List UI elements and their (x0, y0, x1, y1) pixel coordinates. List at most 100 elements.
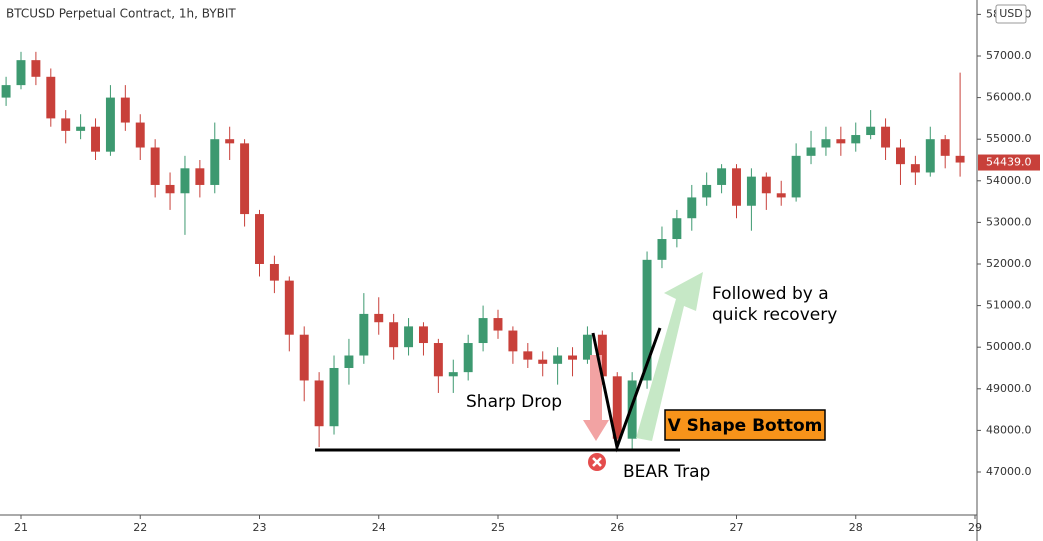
currency-box (995, 4, 1027, 24)
candle-body (329, 367, 339, 427)
x-tick-label: 24 (372, 521, 386, 534)
candle-body (687, 197, 697, 219)
candle-body (31, 60, 41, 77)
candle-body (255, 214, 264, 264)
candle-body (493, 318, 503, 331)
candle-body (195, 168, 205, 185)
candle-body (895, 147, 905, 165)
candle-body (538, 359, 548, 364)
candle-body (225, 139, 235, 144)
y-tick-label: 51000.0 (986, 299, 1032, 312)
chart-title: BTCUSD Perpetual Contract, 1h, BYBIT (6, 7, 236, 21)
candle-body (105, 97, 115, 152)
candle-body (642, 259, 652, 381)
candle-body (16, 60, 26, 86)
y-tick-label: 53000.0 (986, 215, 1032, 228)
sharp-drop-label: Sharp Drop (466, 392, 562, 412)
y-tick-label: 50000.0 (986, 340, 1032, 353)
candle-body (120, 97, 130, 123)
y-tick-label: 56000.0 (986, 91, 1032, 104)
candle-body (806, 147, 816, 156)
candle-body (732, 168, 741, 206)
candle-body (359, 313, 369, 356)
candle-body (135, 122, 145, 148)
candle-body (776, 193, 786, 198)
candle-body (612, 376, 622, 439)
candle-body (150, 147, 160, 185)
candle-body (269, 263, 279, 281)
y-tick-label: 54000.0 (986, 174, 1032, 187)
candle-body (91, 126, 100, 152)
candle-body (597, 334, 607, 377)
candle-body (657, 239, 667, 260)
candle-body (76, 126, 86, 131)
candle-body (284, 280, 294, 335)
candle-body (836, 139, 846, 144)
candle-body (582, 334, 592, 360)
candle-body (61, 118, 71, 131)
candle-body (463, 343, 473, 373)
candle-body (165, 184, 175, 194)
candle-body (448, 372, 458, 377)
x-tick-label: 22 (133, 521, 147, 534)
candle-body (761, 176, 771, 194)
x-tick-label: 25 (491, 521, 505, 534)
candle-body (46, 76, 56, 119)
candle-body (210, 139, 220, 185)
candle-body (925, 139, 935, 173)
candle-body (881, 126, 891, 148)
candle-body (374, 313, 384, 323)
candle-body (746, 176, 756, 206)
y-tick-label: 52000.0 (986, 257, 1032, 270)
candle-body (955, 155, 965, 163)
recovery-label: quick recovery (712, 305, 837, 325)
candle-body (821, 139, 831, 148)
candle-body (702, 184, 712, 198)
x-tick-label: 28 (849, 521, 863, 534)
candle-body (418, 326, 428, 344)
candle-body (717, 168, 727, 185)
drop-arrow (583, 355, 609, 441)
candle-body (508, 330, 518, 352)
v-shape-box (664, 409, 826, 441)
candle-body (404, 326, 414, 348)
y-tick-label: 47000.0 (986, 465, 1032, 478)
annotations: Sharp Drop Followed by a quick recovery … (315, 272, 837, 482)
plot-area (1, 51, 965, 452)
axes: 47000.0 48000.0 49000.0 50000.0 51000.0 52000… (14, 4, 1040, 534)
v-shape-label: V Shape Bottom (668, 416, 823, 436)
candle-body (523, 351, 533, 360)
candle-body (910, 164, 920, 173)
candle-body (791, 155, 801, 198)
candle-body (1, 85, 11, 98)
y-tick-label: 49000.0 (986, 382, 1032, 395)
candle-body (344, 355, 354, 368)
last-price-label: 54439.0 (986, 156, 1032, 169)
last-price-tag (978, 154, 1040, 171)
candle-body (553, 355, 563, 364)
candle-body (866, 126, 876, 136)
candle-body (240, 143, 250, 215)
candle-body (568, 355, 577, 360)
x-tick-label: 27 (729, 521, 743, 534)
x-tick-label: 29 (968, 521, 982, 534)
candle-body (672, 218, 682, 240)
candle-body (478, 318, 488, 344)
candle-body (299, 334, 309, 381)
y-tick-label: 48000.0 (986, 423, 1032, 436)
candle-body (180, 168, 190, 194)
candle-body (314, 380, 324, 427)
candle-body (389, 322, 399, 348)
y-tick-label: 57000.0 (986, 49, 1032, 62)
y-tick-label: 55000.0 (986, 132, 1032, 145)
x-tick-label: 21 (14, 521, 28, 534)
recovery-label: Followed by a (712, 284, 829, 304)
trap-icon-x (592, 457, 602, 467)
x-tick-label: 23 (252, 521, 266, 534)
candle-body (851, 135, 861, 144)
currency-label: USD (999, 7, 1023, 20)
candle-body (627, 380, 637, 439)
x-tick-label: 26 (610, 521, 624, 534)
